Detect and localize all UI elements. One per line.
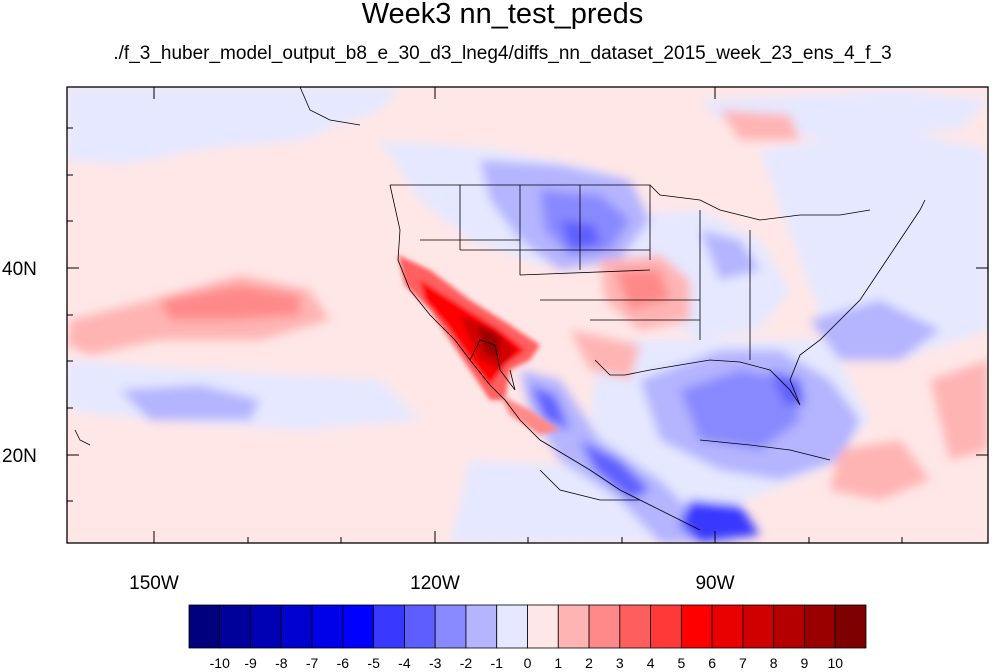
colorbar-label: 0	[524, 655, 532, 671]
colorbar-label: -7	[306, 655, 319, 671]
colorbar-label: 10	[827, 655, 843, 671]
map-subtitle: ./f_3_huber_model_output_b8_e_30_d3_lneg…	[113, 43, 892, 64]
colorbar-label: -1	[491, 655, 504, 671]
lon-label-90w: 90W	[695, 573, 734, 594]
colorbar-label: 4	[647, 655, 655, 671]
colorbar-swatch	[773, 604, 805, 649]
map-title: Week3 nn_test_preds	[361, 0, 644, 30]
colorbar-swatch	[404, 604, 436, 649]
anomaly-field	[67, 87, 988, 543]
colorbar-label: -10	[210, 655, 230, 671]
colorbar-swatch	[311, 604, 344, 649]
colorbar-swatch	[834, 604, 867, 649]
colorbar-label: -5	[367, 655, 380, 671]
colorbar: -10 -9 -8 -7 -6 -5 -4 -3 -2 -1 0 1 2 3 4 5 6 7 8 9 10	[188, 604, 867, 671]
colorbar-label: -8	[275, 655, 288, 671]
colorbar-swatch	[527, 604, 559, 649]
coastlines	[74, 87, 926, 531]
colorbar-label: 8	[770, 655, 778, 671]
colorbar-swatch	[619, 604, 651, 649]
colorbar-label: -3	[429, 655, 442, 671]
colorbar-label: 3	[616, 655, 624, 671]
colorbar-swatch	[188, 604, 221, 649]
colorbar-swatch	[711, 604, 744, 649]
colorbar-label: -4	[398, 655, 411, 671]
colorbar-swatch	[465, 604, 498, 649]
colorbar-swatch	[650, 604, 682, 649]
colorbar-label: -2	[460, 655, 473, 671]
colorbar-label: -9	[244, 655, 257, 671]
lon-ticks	[67, 87, 988, 543]
colorbar-swatch	[280, 604, 313, 649]
colorbar-swatch	[680, 604, 713, 649]
colorbar-swatch	[557, 604, 590, 649]
colorbar-label: -6	[337, 655, 350, 671]
colorbar-swatch	[219, 604, 251, 649]
colorbar-swatch	[804, 604, 836, 649]
colorbar-swatch	[434, 604, 467, 649]
colorbar-swatch	[250, 604, 282, 649]
colorbar-label: 7	[739, 655, 747, 671]
colorbar-swatch	[588, 604, 621, 649]
colorbar-swatch	[342, 604, 375, 649]
colorbar-swatch	[496, 604, 528, 649]
colorbar-label: 6	[708, 655, 716, 671]
colorbar-label: 9	[801, 655, 809, 671]
colorbar-label: 2	[585, 655, 593, 671]
lat-label-40n: 40N	[2, 259, 37, 280]
colorbar-label: 5	[677, 655, 685, 671]
lon-label-150w: 150W	[129, 573, 179, 594]
lat-label-20n: 20N	[2, 446, 37, 467]
colorbar-swatch	[373, 604, 405, 649]
lon-label-120w: 120W	[410, 573, 460, 594]
colorbar-label: 1	[554, 655, 562, 671]
colorbar-swatch	[742, 604, 775, 649]
